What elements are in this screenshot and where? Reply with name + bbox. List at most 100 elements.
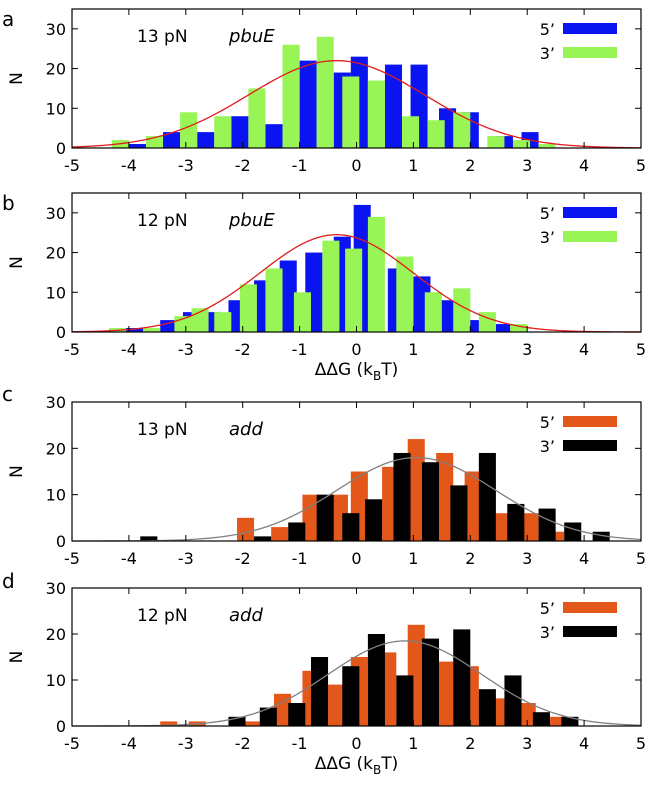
bar-five-prime — [328, 684, 346, 726]
legend-label: 5’ — [540, 599, 555, 618]
bar-three-prime — [143, 328, 161, 332]
force-annotation: 13 pN — [137, 420, 188, 440]
y-axis-title: N — [7, 72, 27, 85]
bar-five-prime — [273, 693, 292, 726]
gene-annotation: add — [229, 605, 263, 626]
legend-swatch — [563, 416, 617, 427]
bar-three-prime — [450, 485, 468, 541]
y-tick-label: 30 — [46, 20, 66, 39]
x-tick-label: 3 — [522, 734, 532, 753]
y-tick-label: 30 — [46, 579, 66, 598]
bar-three-prime — [453, 629, 471, 726]
bar-three-prime — [592, 531, 610, 541]
x-tick-label: -4 — [121, 340, 137, 359]
panel-a: -5 -4 -3 -2 -1 0 1 2 3 4 5 0 10 20 30 Na 13 pN pbuE 5’ 3’ — [2, 7, 646, 175]
legend-swatch — [563, 231, 617, 242]
legend-swatch — [563, 602, 617, 613]
x-tick-label: 1 — [408, 340, 418, 359]
legend-swatch — [563, 47, 617, 58]
bar-three-prime — [342, 513, 360, 541]
x-axis-title: ΔΔG (kBT) — [315, 754, 399, 777]
x-tick-label: -5 — [64, 549, 80, 568]
bar-three-prime — [214, 116, 232, 148]
y-tick-label: 20 — [46, 439, 66, 458]
x-tick-label: -4 — [121, 734, 137, 753]
bar-three-prime — [561, 716, 579, 726]
force-annotation: 13 pN — [137, 27, 188, 47]
panel-letter: a — [2, 7, 14, 31]
x-tick-label: 3 — [522, 549, 532, 568]
y-axis-title: N — [7, 651, 27, 664]
bar-three-prime — [214, 312, 232, 332]
bar-three-prime — [367, 80, 385, 148]
x-tick-label: 5 — [636, 734, 646, 753]
x-tick-label: 2 — [465, 734, 475, 753]
bar-three-prime — [293, 292, 311, 332]
x-tick-label: -4 — [121, 156, 137, 175]
bar-five-prime — [464, 471, 482, 541]
y-tick-label: 0 — [56, 139, 66, 158]
y-tick-label: 0 — [56, 532, 66, 551]
bar-three-prime — [288, 703, 306, 726]
x-tick-label: 2 — [465, 156, 475, 175]
x-tick-label: 3 — [522, 340, 532, 359]
legend-label: 3’ — [540, 437, 555, 456]
bar-three-prime — [393, 452, 411, 541]
force-annotation: 12 pN — [137, 211, 188, 231]
x-tick-label: -3 — [178, 156, 194, 175]
y-tick-label: 10 — [46, 486, 66, 505]
x-tick-label: 4 — [579, 156, 589, 175]
x-tick-label: -2 — [235, 340, 251, 359]
legend-swatch — [563, 23, 617, 34]
bar-three-prime — [424, 292, 442, 332]
bar-three-prime — [367, 216, 385, 332]
panel-c: -5 -4 -3 -2 -1 0 1 2 3 4 5 0 10 20 30 Nc 13 pN add 5’ 3’ — [2, 382, 646, 568]
gene-annotation: add — [229, 419, 263, 440]
bar-three-prime — [507, 503, 525, 541]
x-tick-label: -1 — [292, 340, 308, 359]
bar-three-prime — [228, 716, 246, 726]
bar-five-prime — [279, 260, 297, 332]
gene-annotation: pbuE — [228, 26, 275, 47]
bar-five-prime — [126, 328, 144, 332]
panel-letter: d — [2, 569, 15, 593]
bar-three-prime — [288, 522, 306, 541]
x-tick-label: -3 — [178, 734, 194, 753]
bar-five-prime — [521, 513, 539, 541]
bar-five-prime — [265, 124, 283, 148]
x-tick-label: -3 — [178, 549, 194, 568]
bar-three-prime — [478, 452, 496, 541]
y-tick-label: 30 — [46, 393, 66, 412]
bar-five-prime — [271, 527, 289, 541]
x-tick-label: -4 — [121, 549, 137, 568]
bar-three-prime — [310, 657, 329, 726]
legend-swatch — [563, 440, 617, 451]
y-tick-label: 20 — [46, 60, 66, 79]
gene-annotation: pbuE — [228, 210, 275, 231]
x-tick-label: 5 — [636, 156, 646, 175]
y-tick-label: 20 — [46, 244, 66, 263]
bar-three-prime — [402, 116, 420, 148]
gaussian-fit-line — [72, 456, 642, 542]
x-tick-label: -5 — [64, 734, 80, 753]
y-tick-label: 30 — [46, 204, 66, 223]
bar-five-prime — [547, 531, 565, 541]
bar-three-prime — [367, 634, 385, 726]
x-tick-label: 5 — [636, 549, 646, 568]
x-tick-label: -1 — [292, 734, 308, 753]
x-tick-label: 4 — [579, 340, 589, 359]
bar-five-prime — [128, 144, 146, 148]
bar-five-prime — [163, 132, 181, 148]
x-tick-label: 2 — [465, 549, 475, 568]
gaussian-fit-line — [71, 59, 642, 149]
bar-three-prime — [365, 499, 383, 541]
y-tick-label: 10 — [46, 99, 66, 118]
x-tick-label: 5 — [636, 340, 646, 359]
x-tick-label: -2 — [235, 734, 251, 753]
bar-three-prime — [396, 256, 414, 332]
panel-b: -5 -4 -3 -2 -1 0 1 2 3 4 5 0 10 20 30 Nb 12 pN pbuE 5’ 3’ ΔΔ… — [2, 191, 646, 383]
legend-label: 3’ — [540, 623, 555, 642]
bar-three-prime — [453, 288, 471, 332]
x-tick-label: 1 — [408, 549, 418, 568]
y-tick-label: 10 — [46, 283, 66, 302]
